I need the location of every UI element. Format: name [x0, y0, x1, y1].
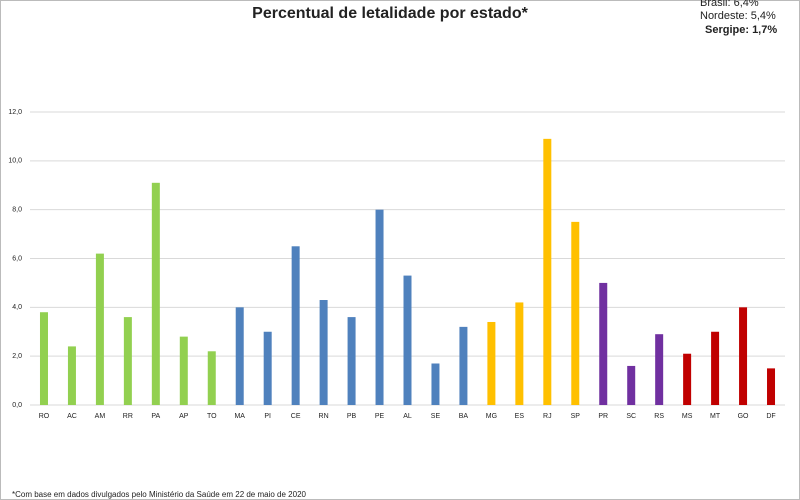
- chart-title: Percentual de letalidade por estado*: [252, 5, 528, 22]
- bar: [207, 351, 216, 405]
- bar: [67, 346, 76, 405]
- x-tick-label: RJ: [543, 413, 552, 420]
- x-tick-label: CE: [291, 413, 301, 420]
- footnote: *Com base em dados divulgados pelo Minis…: [12, 490, 307, 499]
- x-tick-label: TO: [207, 413, 217, 420]
- x-tick-label: PI: [264, 413, 271, 420]
- bar: [319, 300, 328, 405]
- x-tick-label: RR: [123, 413, 133, 420]
- x-tick-label: MA: [234, 413, 245, 420]
- y-tick-label: 4,0: [12, 304, 22, 311]
- x-tick-label: ES: [515, 413, 525, 420]
- x-tick-label: AL: [403, 413, 412, 420]
- bar: [179, 336, 188, 405]
- x-tick-label: RO: [39, 413, 50, 420]
- annotation: Sergipe: 1,7%: [705, 24, 777, 36]
- bar: [571, 221, 580, 405]
- bar: [291, 246, 300, 405]
- x-tick-label: DF: [766, 413, 775, 420]
- bar: [95, 253, 104, 405]
- x-tick-label: PA: [151, 413, 160, 420]
- bar: [515, 302, 524, 405]
- x-tick-label: AM: [95, 413, 106, 420]
- bar: [487, 321, 496, 405]
- x-tick-label: MG: [486, 413, 497, 420]
- x-tick-label: PB: [347, 413, 357, 420]
- bar: [599, 282, 608, 405]
- bar: [627, 365, 636, 405]
- y-tick-label: 10,0: [8, 158, 22, 165]
- y-tick-label: 0,0: [12, 402, 22, 409]
- bar: [347, 317, 356, 405]
- annotation: Nordeste: 5,4%: [700, 10, 776, 22]
- x-tick-label: SE: [431, 413, 441, 420]
- bar: [123, 317, 132, 405]
- bar: [683, 353, 692, 405]
- x-tick-label: AP: [179, 413, 189, 420]
- bar: [151, 182, 160, 405]
- x-tick-label: PE: [375, 413, 385, 420]
- x-tick-label: RS: [654, 413, 664, 420]
- x-tick-label: RN: [319, 413, 329, 420]
- bar: [39, 312, 48, 405]
- x-tick-label: GO: [738, 413, 749, 420]
- x-tick-label: AC: [67, 413, 77, 420]
- bar: [263, 331, 272, 405]
- x-tick-label: SC: [626, 413, 636, 420]
- y-tick-label: 12,0: [8, 109, 22, 116]
- annotation: Brasil: 6,4%: [700, 0, 759, 9]
- x-tick-label: MS: [682, 413, 693, 420]
- y-tick-label: 2,0: [12, 353, 22, 360]
- bar: [655, 334, 664, 405]
- x-tick-label: SP: [571, 413, 581, 420]
- bar: [739, 307, 748, 405]
- x-tick-label: PR: [598, 413, 608, 420]
- y-tick-label: 6,0: [12, 255, 22, 262]
- bar: [543, 138, 552, 405]
- y-tick-label: 8,0: [12, 207, 22, 214]
- bar: [711, 331, 720, 405]
- bar: [767, 368, 776, 405]
- bar: [235, 307, 244, 405]
- bar: [375, 209, 384, 405]
- bar: [403, 275, 412, 405]
- bar: [431, 363, 440, 405]
- x-tick-label: BA: [459, 413, 469, 420]
- bar: [459, 326, 468, 405]
- x-tick-label: MT: [710, 413, 721, 420]
